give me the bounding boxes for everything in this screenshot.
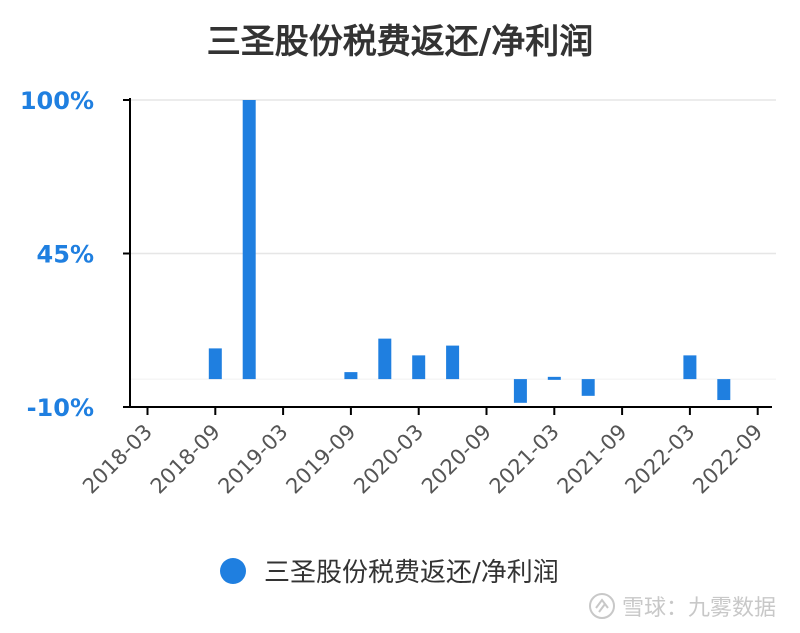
x-tick-label: 2021-03 bbox=[485, 420, 564, 499]
legend-label: 三圣股份税费返还/净利润 bbox=[264, 558, 559, 588]
x-tick-label: 2021-09 bbox=[553, 420, 632, 499]
snowball-logo-icon bbox=[588, 593, 615, 619]
axes bbox=[123, 98, 772, 415]
bar bbox=[513, 379, 527, 403]
bar bbox=[446, 345, 460, 380]
bar bbox=[581, 379, 595, 396]
x-tick-label: 2020-03 bbox=[349, 420, 428, 499]
bar bbox=[208, 348, 222, 380]
y-tick-label: 45% bbox=[37, 241, 94, 269]
x-tick-label: 2018-03 bbox=[78, 420, 157, 499]
bar bbox=[683, 355, 697, 380]
x-tick-label: 2019-03 bbox=[214, 420, 293, 499]
x-tick-label: 2022-09 bbox=[688, 420, 767, 499]
watermark: 雪球：九雾数据 bbox=[588, 590, 776, 622]
x-tick-label: 2018-09 bbox=[146, 420, 225, 499]
y-tick-label: -10% bbox=[27, 394, 94, 422]
bar-series bbox=[208, 100, 731, 403]
x-tick-label: 2019-09 bbox=[281, 420, 360, 499]
y-tick-label: 100% bbox=[20, 87, 94, 115]
legend-marker bbox=[220, 557, 246, 584]
x-tick-labels: 2018-032018-092019-032019-092020-032020-… bbox=[78, 420, 767, 499]
legend[interactable]: 三圣股份税费返还/净利润 bbox=[220, 552, 559, 589]
bar bbox=[717, 379, 731, 401]
watermark-text: 雪球：九雾数据 bbox=[621, 596, 776, 621]
x-tick-label: 2020-09 bbox=[417, 420, 496, 499]
y-tick-labels: 100% 45% -10% bbox=[20, 87, 94, 422]
bar bbox=[378, 338, 392, 380]
x-tick-label: 2022-03 bbox=[620, 420, 699, 499]
bar bbox=[412, 355, 426, 380]
chart-title: 三圣股份税费返还/净利润 bbox=[206, 22, 594, 62]
gridlines bbox=[130, 99, 776, 380]
bar bbox=[344, 372, 358, 380]
bar bbox=[242, 100, 256, 380]
bar bbox=[547, 376, 561, 380]
